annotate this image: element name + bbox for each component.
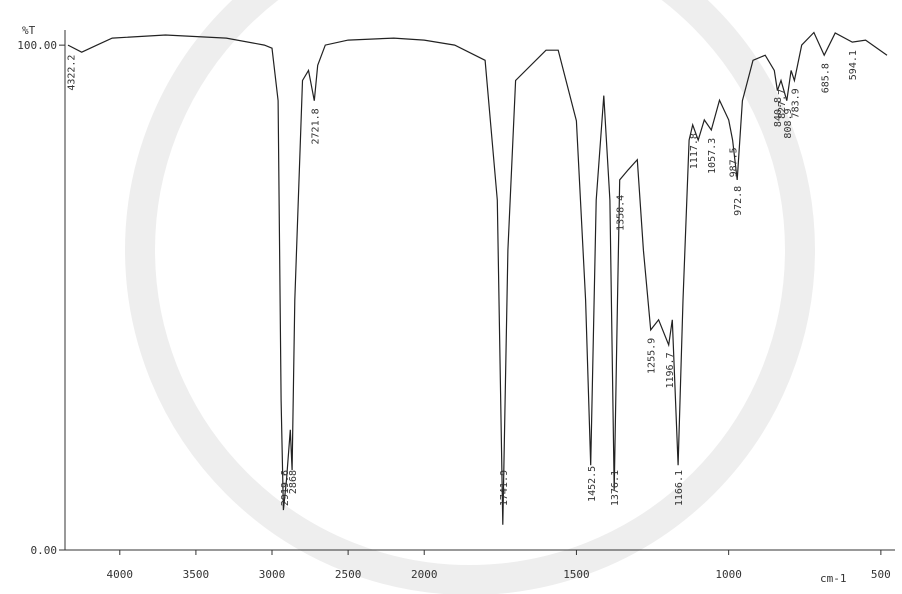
- peak-label: 972.8: [733, 186, 744, 216]
- peak-label: 1117.8: [689, 133, 700, 169]
- peak-label: 783.9: [790, 88, 801, 118]
- peak-label: 594.1: [848, 50, 859, 80]
- y-axis-label: %T: [22, 24, 36, 37]
- peak-label: 2868: [288, 470, 299, 494]
- x-tick-label: 1000: [715, 568, 742, 581]
- peak-label: 1452.5: [587, 466, 598, 502]
- peak-label: 1255.9: [647, 338, 658, 374]
- peak-label: 2721.8: [310, 108, 321, 144]
- peak-label: 1358.4: [616, 195, 627, 231]
- x-tick-label: 1500: [563, 568, 590, 581]
- x-tick-label: 2500: [335, 568, 362, 581]
- peak-label: 987.5: [728, 147, 739, 177]
- chart: %T cm-1 100.00 0.00 4000 3500 3000 2500 2000 15…: [0, 0, 902, 594]
- peak-label: 1741.9: [499, 470, 510, 506]
- watermark: [140, 0, 800, 580]
- peak-label: 1376.1: [610, 470, 621, 506]
- peak-label: 1166.1: [674, 470, 685, 506]
- x-axis-label: cm-1: [820, 572, 847, 585]
- x-tick-label: 500: [871, 568, 891, 581]
- x-tick-label: 4000: [107, 568, 134, 581]
- x-tick-label: 3500: [183, 568, 210, 581]
- peak-label: 685.8: [820, 63, 831, 93]
- page: {"chart_data": {"type": "line", "y_label…: [0, 0, 902, 594]
- y-tick-label: 0.00: [31, 544, 58, 557]
- x-tick-label: 2000: [411, 568, 438, 581]
- peak-label: 4322.2: [67, 55, 78, 91]
- peak-label: 1057.3: [707, 138, 718, 174]
- y-tick-label: 100.00: [17, 39, 57, 52]
- peak-label: 1196.7: [665, 352, 676, 388]
- x-tick-label: 3000: [259, 568, 286, 581]
